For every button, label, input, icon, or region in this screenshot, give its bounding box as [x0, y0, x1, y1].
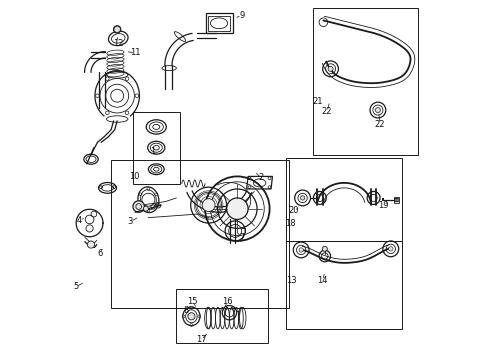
Text: 1: 1: [150, 147, 155, 156]
Text: 20: 20: [288, 206, 299, 215]
Circle shape: [375, 108, 380, 113]
Text: 15: 15: [187, 297, 197, 306]
Circle shape: [187, 313, 195, 320]
Circle shape: [322, 246, 326, 251]
Bar: [393, 197, 398, 203]
Text: 16: 16: [222, 297, 232, 306]
Circle shape: [327, 66, 332, 71]
Bar: [205, 13, 232, 33]
Text: 2: 2: [258, 174, 263, 183]
Text: 4: 4: [77, 216, 82, 225]
Text: 21: 21: [312, 96, 323, 105]
Text: 6: 6: [97, 249, 102, 258]
Circle shape: [298, 248, 303, 252]
Text: 3: 3: [127, 217, 133, 226]
Circle shape: [143, 206, 148, 211]
Text: 8: 8: [183, 306, 189, 315]
Bar: [285, 158, 402, 241]
Text: 7: 7: [239, 233, 244, 242]
Bar: [111, 160, 288, 309]
Text: 10: 10: [129, 172, 140, 181]
Circle shape: [388, 247, 392, 251]
Text: 22: 22: [374, 120, 385, 129]
Circle shape: [113, 26, 121, 33]
Bar: [176, 289, 267, 343]
Text: 22: 22: [321, 107, 331, 116]
Text: 12: 12: [113, 39, 123, 48]
Bar: [312, 8, 418, 155]
Text: 11: 11: [130, 48, 141, 57]
Text: 19: 19: [378, 201, 388, 210]
Text: 9: 9: [239, 10, 244, 19]
Bar: [132, 112, 180, 184]
Circle shape: [300, 196, 304, 200]
Circle shape: [133, 201, 144, 212]
Text: 14: 14: [317, 276, 327, 285]
Bar: [207, 16, 230, 31]
Circle shape: [202, 199, 215, 212]
Circle shape: [226, 198, 247, 220]
Text: 13: 13: [285, 276, 296, 285]
Text: 17: 17: [195, 335, 206, 344]
Bar: [285, 241, 402, 329]
Text: 5: 5: [73, 282, 79, 291]
Text: 18: 18: [285, 219, 295, 228]
Circle shape: [87, 241, 94, 248]
FancyArrow shape: [382, 198, 383, 201]
